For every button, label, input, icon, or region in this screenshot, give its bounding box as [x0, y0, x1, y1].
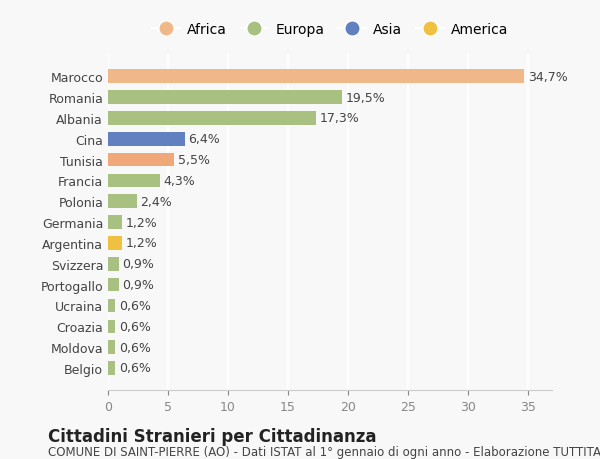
- Bar: [108, 174, 160, 188]
- Text: 0,6%: 0,6%: [119, 341, 151, 354]
- Text: 1,2%: 1,2%: [126, 216, 158, 229]
- Text: 0,6%: 0,6%: [119, 320, 151, 333]
- Bar: [108, 216, 122, 230]
- Bar: [108, 257, 119, 271]
- Text: 2,4%: 2,4%: [140, 196, 172, 208]
- Text: 1,2%: 1,2%: [126, 237, 158, 250]
- Text: 0,6%: 0,6%: [119, 299, 151, 312]
- Text: Cittadini Stranieri per Cittadinanza: Cittadini Stranieri per Cittadinanza: [48, 427, 377, 445]
- Text: 5,5%: 5,5%: [178, 154, 209, 167]
- Text: 0,9%: 0,9%: [122, 257, 154, 271]
- Text: 4,3%: 4,3%: [163, 174, 195, 188]
- Text: 34,7%: 34,7%: [528, 71, 568, 84]
- Text: 6,4%: 6,4%: [188, 133, 220, 146]
- Text: COMUNE DI SAINT-PIERRE (AO) - Dati ISTAT al 1° gennaio di ogni anno - Elaborazio: COMUNE DI SAINT-PIERRE (AO) - Dati ISTAT…: [48, 445, 600, 458]
- Bar: [108, 153, 174, 167]
- Bar: [108, 320, 115, 333]
- Bar: [108, 112, 316, 125]
- Bar: [108, 278, 119, 292]
- Text: 19,5%: 19,5%: [346, 91, 385, 104]
- Bar: [108, 237, 122, 250]
- Text: 0,9%: 0,9%: [122, 279, 154, 291]
- Bar: [108, 195, 137, 208]
- Text: 17,3%: 17,3%: [319, 112, 359, 125]
- Bar: [108, 70, 524, 84]
- Bar: [108, 133, 185, 146]
- Legend: Africa, Europa, Asia, America: Africa, Europa, Asia, America: [148, 18, 512, 41]
- Bar: [108, 91, 342, 105]
- Text: 0,6%: 0,6%: [119, 362, 151, 375]
- Bar: [108, 361, 115, 375]
- Bar: [108, 299, 115, 313]
- Bar: [108, 341, 115, 354]
